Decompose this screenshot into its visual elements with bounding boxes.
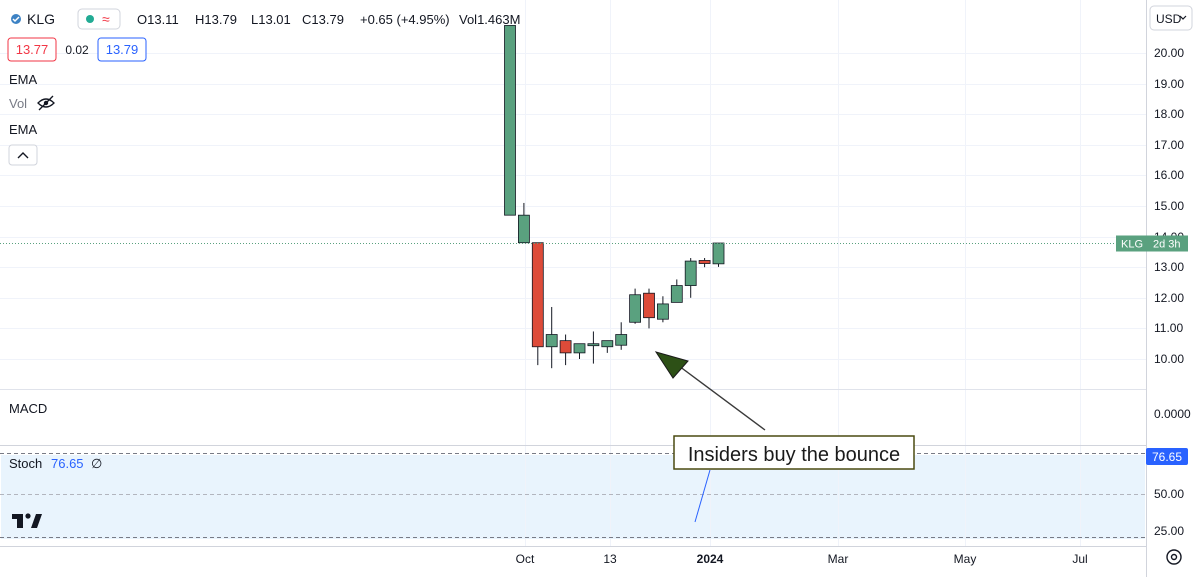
stoch-lower-label: 25.00 bbox=[1154, 524, 1184, 538]
y-tick-label: 20.00 bbox=[1154, 46, 1184, 60]
price-tag-symbol: KLG bbox=[1121, 239, 1143, 251]
candle bbox=[573, 343, 586, 359]
candle-body bbox=[684, 260, 697, 286]
y-tick-label: 12.00 bbox=[1154, 291, 1184, 305]
symbol-name[interactable]: KLG bbox=[27, 11, 55, 27]
tradingview-logo[interactable] bbox=[12, 513, 42, 528]
x-label-13: 13 bbox=[603, 552, 617, 566]
stoch-axis-value: 76.65 bbox=[1152, 450, 1182, 464]
currency-label: USD bbox=[1156, 12, 1182, 26]
annotation-arrow-line bbox=[678, 365, 766, 431]
annotation-arrowhead bbox=[654, 351, 689, 379]
last-price-tag: KLG 2d 3h bbox=[1116, 235, 1188, 252]
stoch-label[interactable]: Stoch bbox=[9, 456, 42, 471]
stoch-value: 76.65 bbox=[51, 456, 84, 471]
candle bbox=[615, 322, 628, 350]
indicator-ema-1[interactable]: EMA bbox=[9, 72, 38, 87]
annotation-anchor-line bbox=[694, 469, 711, 523]
y-tick-label: 18.00 bbox=[1154, 107, 1184, 121]
candle-body bbox=[518, 214, 530, 244]
x-label-2024: 2024 bbox=[697, 552, 724, 566]
candle-body bbox=[573, 343, 586, 354]
candle-body bbox=[657, 303, 669, 320]
candle bbox=[684, 258, 697, 298]
candle-body bbox=[615, 334, 628, 346]
y-tick-label: 19.00 bbox=[1154, 77, 1184, 91]
candle-body bbox=[698, 260, 711, 264]
sell-button[interactable] bbox=[7, 37, 57, 62]
candle bbox=[698, 258, 711, 268]
candle bbox=[559, 334, 572, 366]
annotation-box[interactable] bbox=[673, 435, 915, 470]
x-label-may: May bbox=[954, 552, 977, 566]
collapse-legend-button[interactable] bbox=[8, 144, 38, 166]
stoch-value-suffix: ∅ bbox=[91, 456, 102, 471]
candle-body bbox=[531, 242, 544, 348]
price-tag-countdown: 2d 3h bbox=[1153, 239, 1181, 251]
chevron-up-icon bbox=[17, 152, 29, 159]
grid bbox=[0, 0, 1146, 546]
y-tick-label: 15.00 bbox=[1154, 199, 1184, 213]
indicator-vol[interactable]: Vol bbox=[9, 96, 27, 111]
wave-icon: ≈ bbox=[102, 11, 110, 27]
candle bbox=[712, 242, 725, 267]
ohlc-close: C13.79 bbox=[302, 12, 344, 27]
x-label-mar: Mar bbox=[828, 552, 849, 566]
y-tick-label: 10.00 bbox=[1154, 352, 1184, 366]
candle-body bbox=[670, 285, 683, 303]
x-label-jul: Jul bbox=[1072, 552, 1087, 566]
price-axis-labels[interactable]: 10.0011.0012.0013.0014.0015.0016.0017.00… bbox=[1154, 46, 1184, 366]
candle bbox=[504, 25, 516, 216]
candle bbox=[670, 279, 683, 303]
candles bbox=[504, 25, 725, 369]
candle-body bbox=[559, 340, 572, 354]
candle bbox=[545, 306, 558, 369]
candle bbox=[587, 331, 600, 364]
buy-button[interactable] bbox=[97, 37, 147, 62]
candle-body bbox=[545, 334, 558, 348]
candle-body bbox=[712, 242, 725, 265]
candle bbox=[643, 288, 655, 329]
y-tick-label: 16.00 bbox=[1154, 168, 1184, 182]
currency-button[interactable] bbox=[1149, 5, 1193, 31]
candle-body bbox=[643, 292, 655, 319]
y-tick-label: 17.00 bbox=[1154, 138, 1184, 152]
indicator-ema-2[interactable]: EMA bbox=[9, 122, 38, 137]
macd-label[interactable]: MACD bbox=[9, 401, 47, 416]
bid-price: 13.77 bbox=[16, 42, 49, 57]
macd-zero-label: 0.0000 bbox=[1154, 407, 1191, 421]
candle bbox=[629, 288, 641, 324]
stoch-axis-tag bbox=[1146, 448, 1188, 465]
spread-value: 0.02 bbox=[65, 43, 89, 57]
status-pill[interactable] bbox=[77, 8, 121, 30]
settings-gear-icon[interactable] bbox=[1166, 549, 1182, 565]
ask-price: 13.79 bbox=[106, 42, 139, 57]
market-status-icon bbox=[86, 15, 94, 23]
candle-body bbox=[629, 294, 641, 323]
symbol-header: KLG ≈ O13.11 H13.79 L13.01 C13.79 +0.65 … bbox=[11, 8, 520, 30]
candle-body bbox=[504, 25, 516, 216]
y-tick-label: 13.00 bbox=[1154, 260, 1184, 274]
candle-body bbox=[601, 340, 614, 348]
ohlc-low: L13.01 bbox=[251, 12, 291, 27]
candle bbox=[518, 202, 530, 244]
candle bbox=[601, 340, 614, 353]
hidden-eye-icon[interactable] bbox=[37, 95, 55, 111]
stoch-band-fill bbox=[1, 455, 1145, 539]
ohlc-volume: Vol1.463M bbox=[459, 12, 520, 27]
ohlc-change: +0.65 (+4.95%) bbox=[360, 12, 450, 27]
candle bbox=[657, 296, 669, 323]
annotation-text: Insiders buy the bounce bbox=[688, 444, 900, 466]
candle-body bbox=[587, 343, 600, 347]
price-tag-bg bbox=[1116, 235, 1188, 252]
candle bbox=[531, 242, 544, 366]
chevron-down-icon bbox=[1179, 15, 1187, 20]
x-label-oct: Oct bbox=[516, 552, 535, 566]
ohlc-open: O13.11 bbox=[137, 12, 179, 27]
stoch-mid-label: 50.00 bbox=[1154, 487, 1184, 501]
ohlc-high: H13.79 bbox=[195, 12, 237, 27]
y-tick-label: 11.00 bbox=[1154, 321, 1183, 335]
